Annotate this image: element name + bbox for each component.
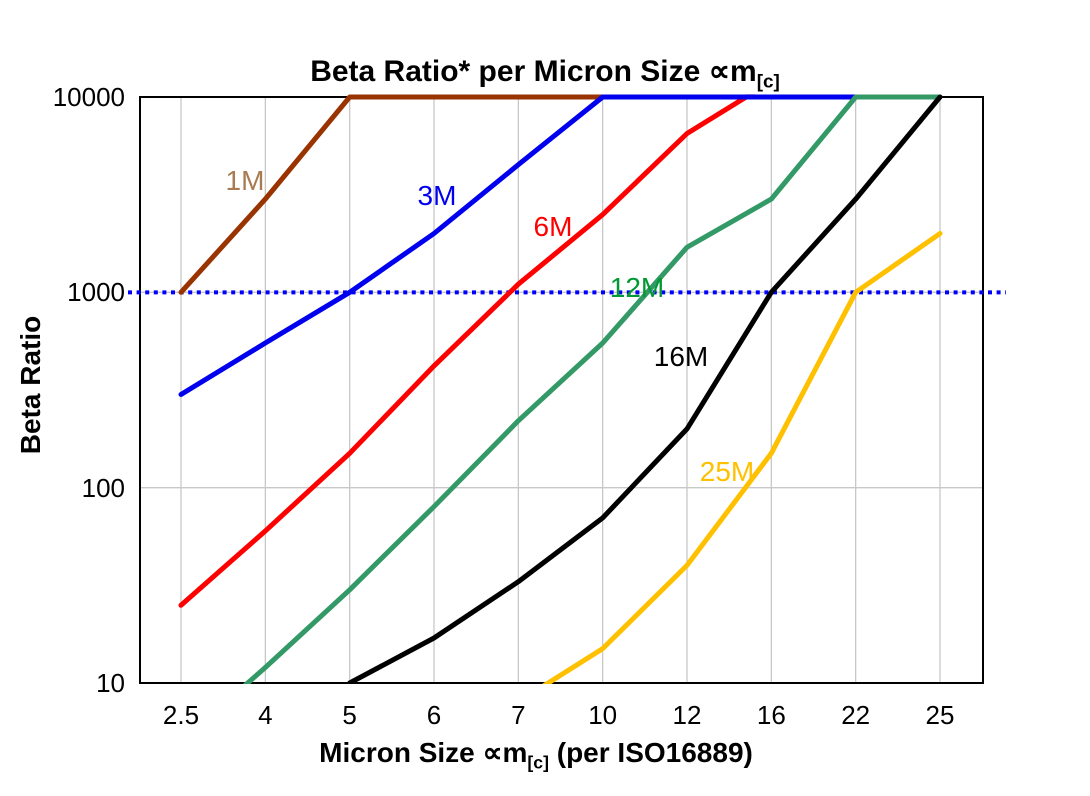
x-tick-4: 4 [258,700,273,730]
series-line-6M [178,94,756,608]
series-label-3m: 3M [417,180,457,211]
series-line-1M [178,94,606,295]
x-tick-7: 7 [511,700,526,730]
y-tick-10000: 10000 [52,82,125,112]
series-label-12m: 12M [609,272,665,303]
series-label-25m: 25M [699,456,755,487]
series-label-1m: 1M [225,165,265,196]
x-axis-title: Micron Size ∝m[c] (per ISO16889) [86,736,986,773]
x-axis-title-text: Micron Size ∝m [319,737,528,768]
y-axis-title: Beta Ratio [15,315,46,455]
x-tick-5: 5 [342,700,357,730]
series-label-6m: 6M [533,211,573,242]
x-tick-6: 6 [426,700,442,730]
x-tick-2-5: 2.5 [162,700,200,730]
series-line-16M [347,94,943,684]
y-tick-10: 10 [96,668,125,698]
x-tick-16: 16 [756,700,786,730]
series-line-25M [541,231,943,684]
series-label-16m: 16M [653,341,709,372]
x-tick-22: 22 [841,700,871,730]
chart-title: Beta Ratio* per Micron Size ∝m[c] [0,54,1090,94]
series-line-3M [178,94,859,397]
x-axis-title-subscript: [c] [527,752,549,773]
gridlines [140,97,983,683]
y-tick-100: 100 [81,472,125,503]
series-lines [178,94,943,684]
x-axis-title-tail: (per ISO16889) [548,737,753,768]
x-tick-10: 10 [588,700,618,730]
x-tick-12: 12 [672,700,702,730]
y-tick-1000: 1000 [67,277,125,308]
chart-title-text: Beta Ratio* per Micron Size ∝m [310,55,757,88]
series-line-12M [242,94,943,684]
plot-frame [139,96,984,684]
x-tick-25: 25 [925,700,955,730]
chart-title-subscript: [c] [756,71,780,93]
